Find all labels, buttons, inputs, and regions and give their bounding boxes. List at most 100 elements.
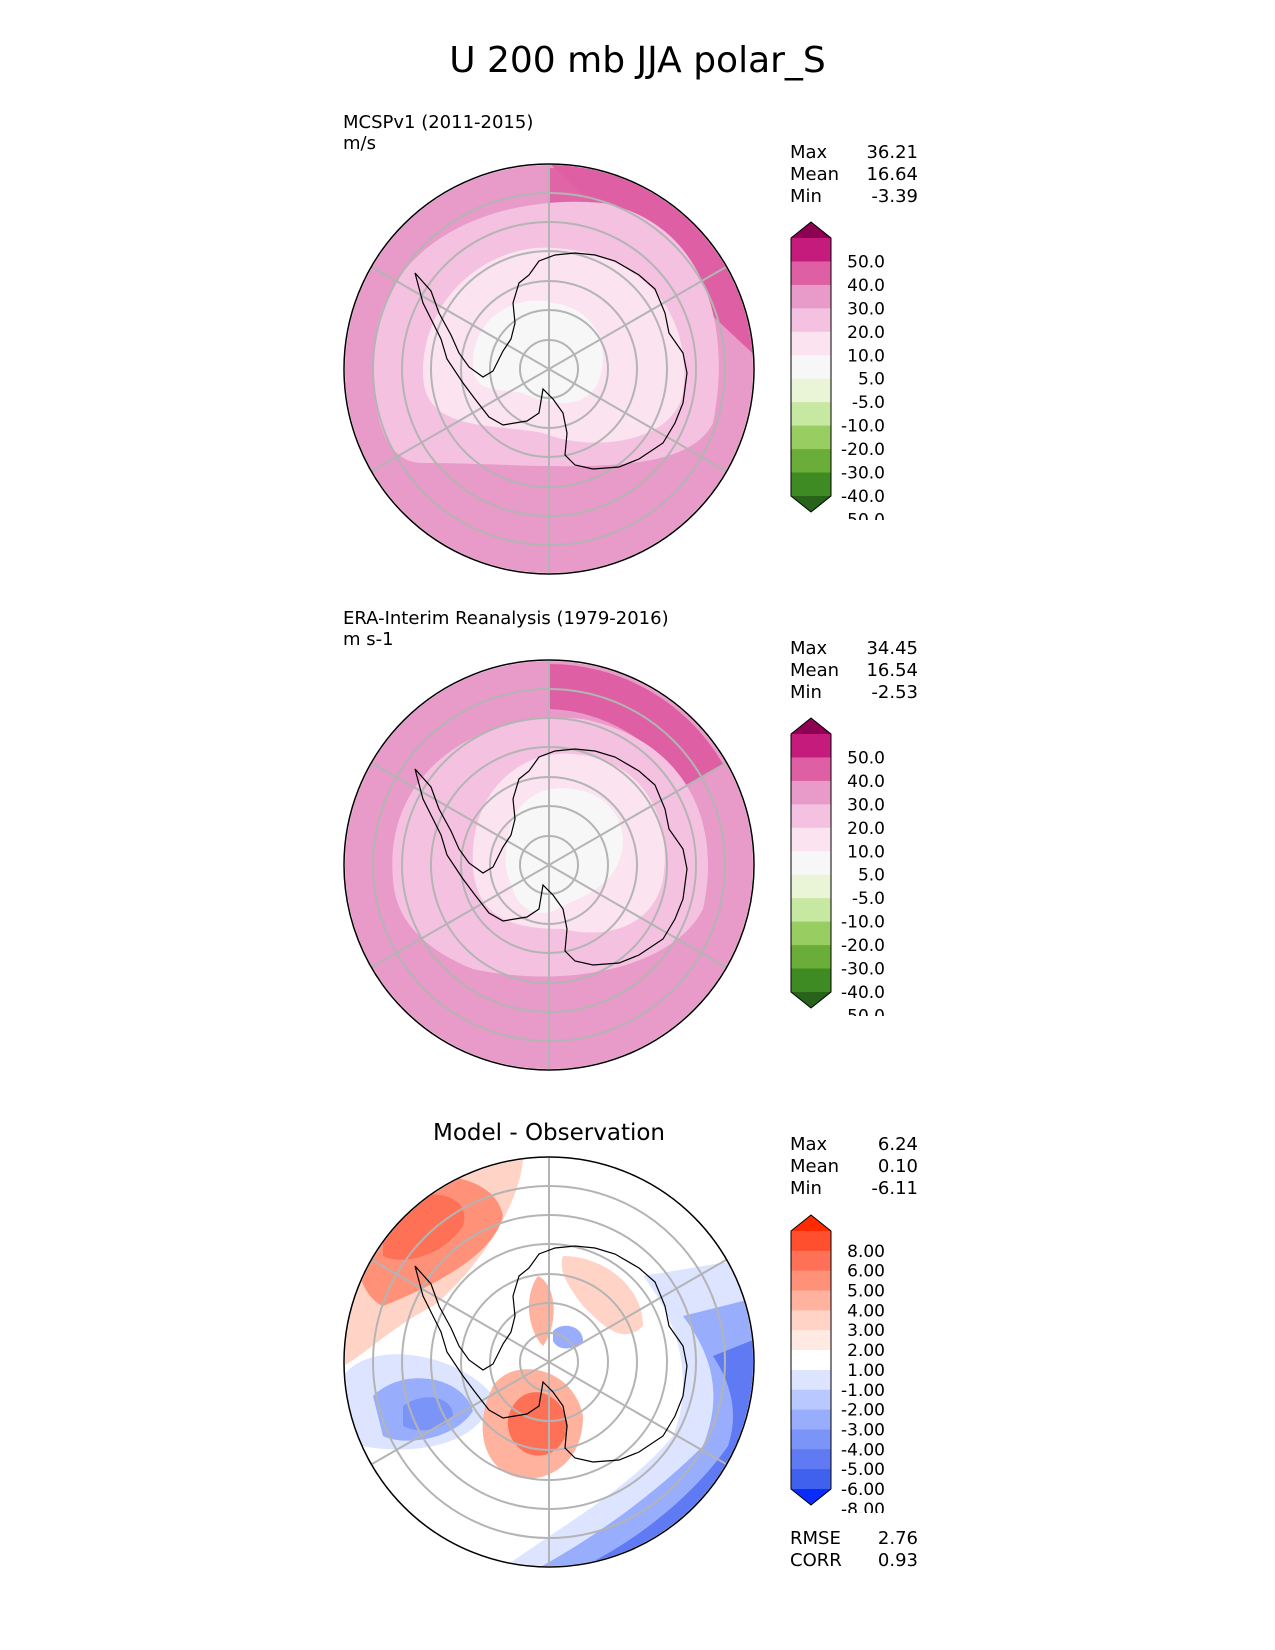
colorbar-tick-label: -1.00 [841, 1381, 885, 1401]
colorbar-extend-max [791, 1215, 831, 1231]
colorbar-segment [791, 1330, 831, 1351]
colorbar-tick-label: -20.0 [841, 440, 885, 460]
colorbar-segment [791, 402, 831, 427]
colorbar-tick-label: 20.0 [847, 819, 885, 839]
figure-title: U 200 mb JJA polar_S [449, 40, 826, 81]
colorbar-tick-label: 50.0 [847, 748, 885, 768]
panel-title: ERA-Interim Reanalysis (1979-2016) m s-1 [343, 608, 669, 650]
colorbar-tick-label: -2.00 [841, 1401, 885, 1421]
colorbar-extend-max [791, 718, 831, 734]
colorbar-tick-label: 50.0 [847, 252, 885, 272]
colorbar-tick-label: -6.00 [841, 1480, 885, 1500]
colorbar-segment [791, 331, 831, 356]
colorbar-tick-label: -50.0 [841, 1006, 885, 1016]
colorbar-extend-max [791, 222, 831, 238]
colorbar-segment [791, 804, 831, 829]
antarctica-coastline [414, 1245, 688, 1463]
colorbar: 50.0 40.0 30.0 20.0 10.0 5.0 -5.0 -10.0 -20.0 -30… [790, 221, 885, 520]
colorbar-segment [791, 1231, 831, 1252]
colorbar-segment [791, 874, 831, 899]
colorbar-outline [790, 717, 832, 1009]
colorbar-tick-label: -10.0 [841, 417, 885, 437]
colorbar-segment [791, 472, 831, 497]
colorbar-segment [791, 1469, 831, 1490]
colorbar-tick-label: -30.0 [841, 960, 885, 980]
colorbar-segment [791, 1389, 831, 1411]
colorbar-tick-label: -10.0 [841, 913, 885, 933]
panel-title: Model - Observation [432, 1120, 666, 1146]
colorbar-segment [791, 945, 831, 970]
polar-map [343, 1156, 755, 1568]
colorbar-segment [791, 1369, 831, 1391]
colorbar-tick-label: -8.00 [841, 1500, 885, 1513]
colorbar-tick-label: 3.00 [847, 1321, 885, 1341]
colorbar-segment [791, 308, 831, 333]
colorbar-outline [790, 221, 832, 513]
colorbar-segment [791, 898, 831, 923]
colorbar-extend-min [791, 1489, 831, 1505]
colorbar: 50.0 40.0 30.0 20.0 10.0 5.0 -5.0 -10.0 -20.0 -30… [790, 717, 885, 1016]
colorbar-tick-label: -3.00 [841, 1420, 885, 1440]
colorbar-tick-label: 5.00 [847, 1282, 885, 1302]
colorbar-segment [791, 238, 831, 262]
antarctica-coastline [414, 252, 688, 470]
map-boundary [343, 163, 755, 575]
colorbar-tick-label: -30.0 [841, 464, 885, 484]
colorbar-tick-label: -20.0 [841, 936, 885, 956]
colorbar-tick-label: 30.0 [847, 795, 885, 815]
colorbar-tick-label: 20.0 [847, 323, 885, 343]
colorbar-tick-label: 30.0 [847, 299, 885, 319]
polar-map [343, 163, 755, 575]
colorbar-segment [791, 1290, 831, 1311]
colorbar-segment [791, 1350, 831, 1371]
colorbar-segment [791, 827, 831, 852]
colorbar: 8.006.005.004.003.002.001.00-1.00-2.00-3… [790, 1214, 885, 1513]
stats-box: Max 36.21 Mean 16.64 Min -3.39 [790, 142, 918, 207]
colorbar-segment [791, 1270, 831, 1292]
colorbar-tick-label: -5.0 [852, 889, 885, 909]
colorbar-tick-label: -50.0 [841, 510, 885, 520]
colorbar-segment [791, 425, 831, 450]
colorbar-segment [791, 449, 831, 474]
colorbar-segment [791, 921, 831, 946]
colorbar-segment [791, 1310, 831, 1331]
colorbar-tick-label: 6.00 [847, 1262, 885, 1282]
colorbar-segment [791, 851, 831, 876]
colorbar-tick-label: -4.00 [841, 1440, 885, 1460]
stats-box: Max 34.45 Mean 16.54 Min -2.53 [790, 638, 918, 703]
colorbar-tick-label: 40.0 [847, 772, 885, 792]
colorbar-segment [791, 1250, 831, 1272]
colorbar-tick-label: -5.00 [841, 1460, 885, 1480]
skill-stats: RMSE 2.76 CORR 0.93 [790, 1528, 918, 1571]
colorbar-tick-label: 10.0 [847, 346, 885, 366]
colorbar-outline [790, 1214, 832, 1506]
colorbar-segment [791, 355, 831, 380]
colorbar-extend-min [791, 496, 831, 512]
colorbar-tick-label: 10.0 [847, 842, 885, 862]
polar-map [343, 659, 755, 1071]
colorbar-segment [791, 968, 831, 993]
colorbar-tick-label: 40.0 [847, 276, 885, 296]
colorbar-tick-label: 4.00 [847, 1301, 885, 1321]
colorbar-segment [791, 1409, 831, 1430]
stats-box: Max 6.24 Mean 0.10 Min -6.11 [790, 1134, 918, 1199]
colorbar-extend-min [791, 992, 831, 1008]
colorbar-tick-label: 8.00 [847, 1242, 885, 1262]
colorbar-segment [791, 261, 831, 286]
antarctica-coastline [414, 748, 688, 966]
colorbar-tick-label: -5.0 [852, 393, 885, 413]
field-pole-core [473, 300, 603, 403]
colorbar-segment [791, 1429, 831, 1450]
panel-title: MCSPv1 (2011-2015) m/s [343, 112, 534, 154]
colorbar-segment [791, 1449, 831, 1470]
colorbar-segment [791, 378, 831, 403]
colorbar-tick-label: -40.0 [841, 487, 885, 507]
colorbar-segment [791, 780, 831, 805]
colorbar-tick-label: -40.0 [841, 983, 885, 1003]
colorbar-tick-label: 5.0 [858, 370, 885, 390]
colorbar-segment [791, 284, 831, 309]
colorbar-tick-label: 2.00 [847, 1341, 885, 1361]
colorbar-tick-label: 5.0 [858, 866, 885, 886]
colorbar-segment [791, 734, 831, 758]
colorbar-tick-label: 1.00 [847, 1361, 885, 1381]
